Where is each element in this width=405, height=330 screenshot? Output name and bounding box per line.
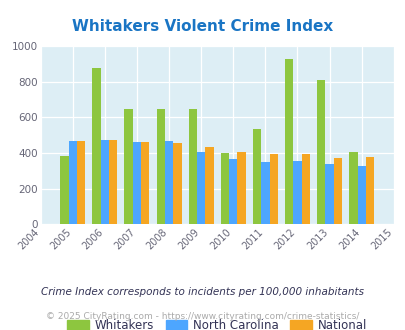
Bar (77, 141, 85, 224)
Bar (316, 81, 325, 224)
Bar (333, 158, 341, 224)
Bar (156, 109, 164, 224)
Bar (237, 152, 245, 224)
Bar (109, 140, 117, 224)
Bar (196, 152, 205, 224)
Bar (92, 68, 100, 224)
Bar (205, 148, 213, 224)
Bar (220, 153, 228, 224)
Bar (68, 141, 77, 224)
Bar (164, 141, 173, 224)
Bar (141, 142, 149, 224)
Text: © 2025 CityRating.com - https://www.cityrating.com/crime-statistics/: © 2025 CityRating.com - https://www.city… (46, 312, 359, 321)
Bar (124, 109, 132, 224)
Bar (292, 161, 301, 224)
Bar (60, 156, 68, 224)
Bar (269, 154, 277, 224)
Bar (252, 129, 260, 224)
Legend: Whitakers, North Carolina, National: Whitakers, North Carolina, National (64, 316, 370, 330)
Bar (173, 143, 181, 224)
Bar (357, 166, 365, 224)
Bar (348, 152, 357, 224)
Bar (260, 162, 269, 224)
Bar (365, 157, 373, 224)
Bar (325, 164, 333, 224)
Text: Whitakers Violent Crime Index: Whitakers Violent Crime Index (72, 19, 333, 34)
Text: Crime Index corresponds to incidents per 100,000 inhabitants: Crime Index corresponds to incidents per… (41, 287, 364, 297)
Bar (228, 159, 237, 224)
Bar (284, 59, 292, 224)
Bar (188, 109, 196, 224)
Bar (132, 142, 141, 224)
Bar (100, 140, 109, 224)
Bar (301, 154, 309, 224)
